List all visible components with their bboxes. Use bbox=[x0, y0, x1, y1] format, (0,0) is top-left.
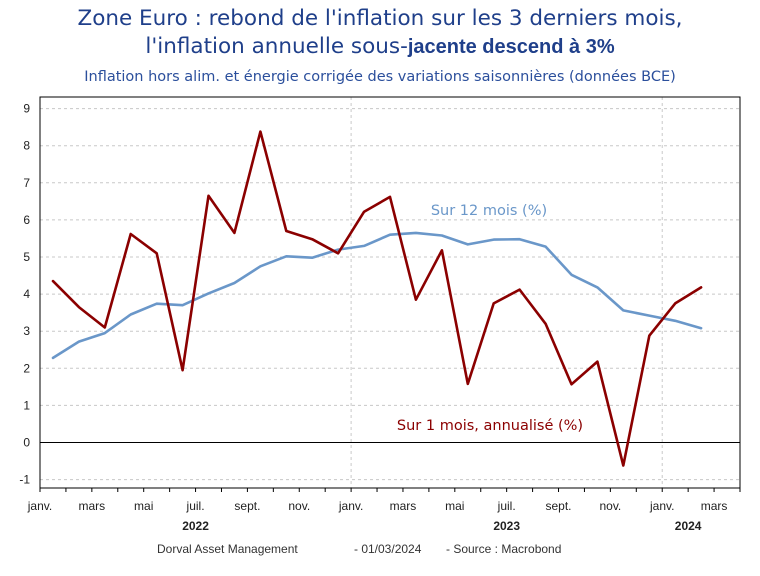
x-year-label: 2022 bbox=[182, 519, 209, 533]
y-tick-label: 0 bbox=[23, 436, 30, 450]
y-tick-label: 3 bbox=[23, 324, 30, 338]
series-line-12-mois bbox=[51, 231, 703, 360]
plot-frame bbox=[39, 96, 741, 489]
x-year-label: 2023 bbox=[493, 519, 520, 533]
x-tick-label: janv. bbox=[649, 499, 674, 513]
y-tick-label: 7 bbox=[23, 176, 30, 190]
footer-date: - 01/03/2024 bbox=[354, 542, 422, 556]
series-label-1-mois: Sur 1 mois, annualisé (%) bbox=[397, 418, 583, 434]
x-tick-label: sept. bbox=[234, 499, 260, 513]
chart-subtitle: Inflation hors alim. et énergie corrigée… bbox=[84, 69, 676, 85]
x-tick-label: janv. bbox=[338, 499, 363, 513]
series-line-1-mois bbox=[51, 130, 703, 467]
chart-title-line2-b: jacente descend à 3% bbox=[407, 36, 615, 58]
y-tick-label: 4 bbox=[23, 287, 30, 301]
x-tick-label: mars bbox=[79, 499, 106, 513]
x-tick-label: nov. bbox=[599, 499, 621, 513]
y-tick-label: 9 bbox=[23, 102, 30, 116]
chart-title-line2: l'inflation annuelle sous-jacente descen… bbox=[0, 34, 760, 59]
y-tick-label: 2 bbox=[23, 361, 30, 375]
x-tick-label: mai bbox=[134, 499, 153, 513]
chart-title-line2-a: l'inflation annuelle sous- bbox=[145, 34, 408, 59]
x-tick-label: mai bbox=[445, 499, 464, 513]
y-tick-label: 1 bbox=[23, 398, 30, 412]
series-label-12-mois: Sur 12 mois (%) bbox=[431, 203, 547, 219]
x-tick-label: mars bbox=[701, 499, 728, 513]
y-tick-label: 6 bbox=[23, 213, 30, 227]
x-tick-label: mars bbox=[390, 499, 417, 513]
y-tick-label: 8 bbox=[23, 139, 30, 153]
y-tick-label: -1 bbox=[19, 473, 30, 487]
x-year-label: 2024 bbox=[675, 519, 702, 533]
footer-source: - Source : Macrobond bbox=[446, 542, 562, 556]
x-tick-label: nov. bbox=[288, 499, 310, 513]
footer-author: Dorval Asset Management bbox=[157, 542, 298, 556]
x-tick-label: janv. bbox=[27, 499, 52, 513]
chart-title-line1: Zone Euro : rebond de l'inflation sur le… bbox=[77, 6, 683, 31]
footer: Dorval Asset Management - 01/03/2024 - S… bbox=[0, 542, 760, 558]
x-tick-label: juil. bbox=[497, 499, 516, 513]
x-tick-label: juil. bbox=[186, 499, 205, 513]
y-tick-label: 5 bbox=[23, 250, 30, 264]
x-tick-label: sept. bbox=[546, 499, 572, 513]
